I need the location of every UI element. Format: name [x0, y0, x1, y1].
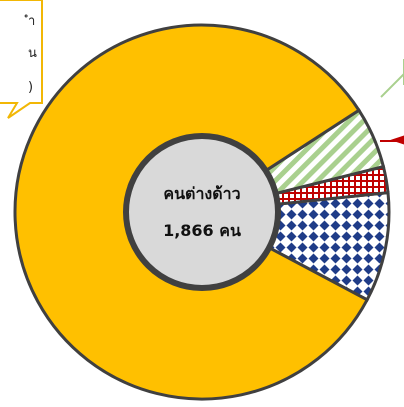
center-label: คนต่างด้าว	[163, 184, 240, 203]
callout-red	[380, 135, 404, 145]
callout-main-line-3: )	[28, 80, 33, 95]
callout-main: ำ น )	[0, 0, 43, 119]
callout-main-line-1: ำ	[24, 14, 35, 29]
callout-green	[380, 59, 404, 98]
donut-hole	[123, 133, 281, 291]
callout-main-line-2: น	[28, 46, 37, 61]
center-total: 1,866 คน	[163, 221, 241, 240]
